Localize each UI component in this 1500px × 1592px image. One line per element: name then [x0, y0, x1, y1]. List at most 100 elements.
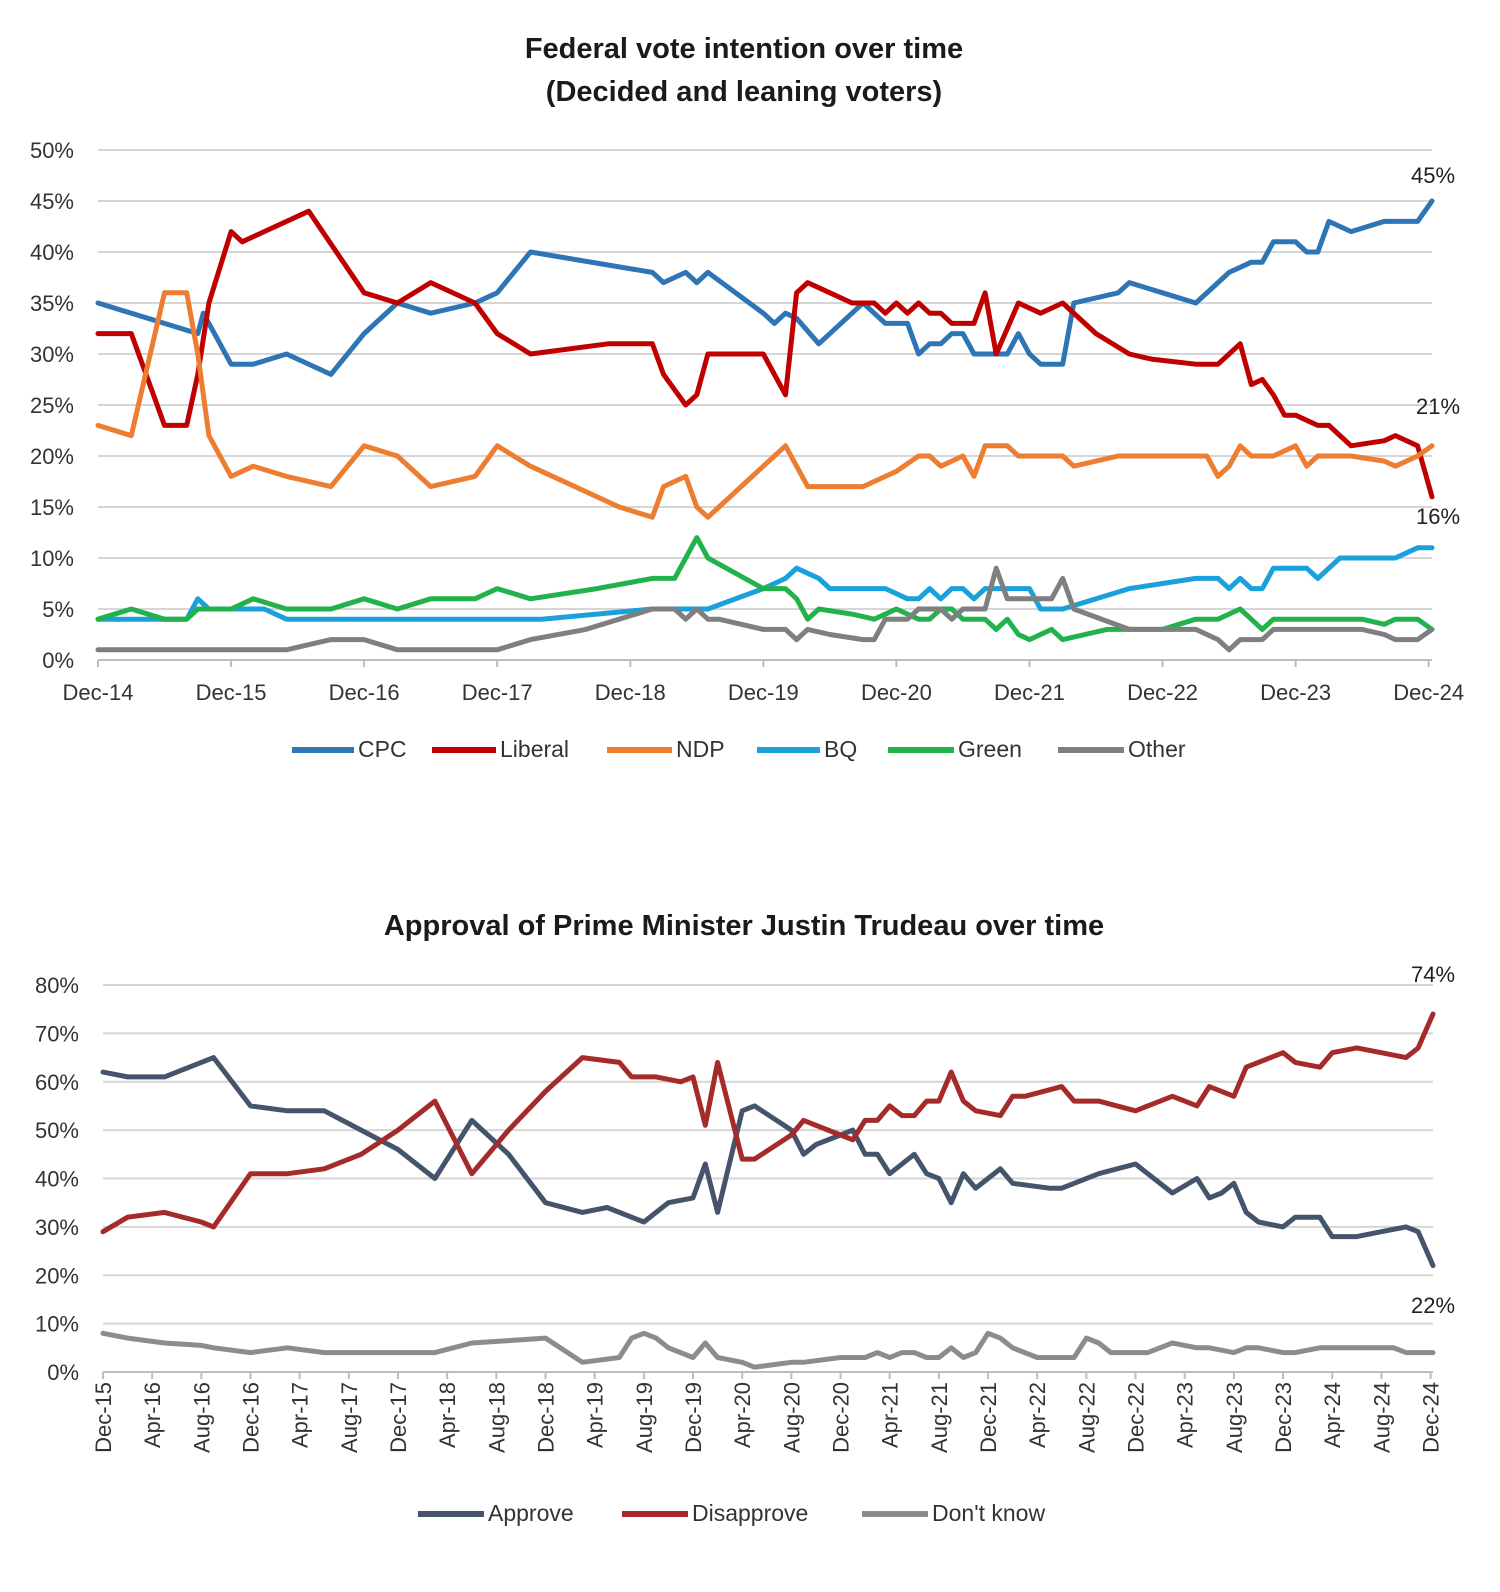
x-tick-label: Dec-24: [1393, 680, 1464, 705]
legend-label: Other: [1128, 736, 1186, 762]
legend-item-green: Green: [888, 736, 1022, 762]
legend-label: Disapprove: [692, 1500, 808, 1526]
y-tick-label: 30%: [30, 342, 74, 367]
x-tick-label: Dec-16: [239, 1382, 264, 1453]
x-tick-label: Aug-19: [632, 1382, 657, 1453]
legend-item-disapprove: Disapprove: [622, 1500, 808, 1526]
x-tick-label: Dec-17: [462, 680, 533, 705]
y-tick-label: 50%: [35, 1118, 79, 1143]
legend-label: Liberal: [500, 736, 569, 762]
y-tick-label: 5%: [42, 597, 74, 622]
series-line-cpc: [95, 198, 1435, 377]
y-tick-label: 30%: [35, 1215, 79, 1240]
x-tick-label: Dec-24: [1419, 1382, 1444, 1453]
y-tick-label: 20%: [30, 444, 74, 469]
y-tick-label: 35%: [30, 291, 74, 316]
x-tick-label: Dec-23: [1260, 680, 1331, 705]
approval-chart: Approval of Prime Minister Justin Trudea…: [35, 910, 1455, 1526]
x-tick-label: Dec-14: [63, 680, 134, 705]
x-tick-label: Aug-17: [337, 1382, 362, 1453]
legend-label: Green: [958, 736, 1022, 762]
legend-item-cpc: CPC: [292, 736, 407, 762]
series-line-green: [95, 535, 1435, 643]
x-tick-label: Dec-22: [1127, 680, 1198, 705]
x-tick-label: Apr-16: [140, 1382, 165, 1448]
end-label-liberal: 16%: [1416, 504, 1460, 529]
chart-subtitle: (Decided and leaning voters): [546, 76, 942, 108]
y-tick-label: 60%: [35, 1070, 79, 1095]
x-tick-label: Dec-19: [728, 680, 799, 705]
vote-intention-chart: Federal vote intention over time (Decide…: [30, 33, 1464, 762]
x-tick-label: Aug-24: [1369, 1382, 1394, 1453]
x-tick-label: Apr-19: [583, 1382, 608, 1448]
y-axis-ticks: 0% 5% 10% 15% 20% 25% 30% 35% 40% 45% 50%: [30, 138, 74, 673]
end-label-ndp: 21%: [1416, 394, 1460, 419]
x-tick-label: Dec-16: [329, 680, 400, 705]
x-tick-label: Aug-21: [927, 1382, 952, 1453]
y-tick-label: 50%: [30, 138, 74, 163]
x-tick-label: Dec-17: [386, 1382, 411, 1453]
end-label-approve: 22%: [1411, 1293, 1455, 1318]
x-tick-label: Apr-21: [878, 1382, 903, 1448]
y-tick-label: 40%: [30, 240, 74, 265]
x-tick-label: Dec-15: [91, 1382, 116, 1453]
legend-item-liberal: Liberal: [432, 736, 569, 762]
x-tick-label: Dec-15: [196, 680, 267, 705]
x-tick-label: Dec-18: [534, 1382, 559, 1453]
y-tick-label: 0%: [42, 648, 74, 673]
x-tick-label: Apr-18: [435, 1382, 460, 1448]
series-line-approve: [100, 1055, 1436, 1269]
y-axis-ticks: 0% 10% 20% 30% 40% 50% 60% 70% 80%: [35, 973, 79, 1385]
y-tick-label: 45%: [30, 189, 74, 214]
legend-item-approve: Approve: [418, 1500, 574, 1526]
x-tick-label: Apr-24: [1320, 1382, 1345, 1448]
y-tick-label: 10%: [35, 1312, 79, 1337]
x-tick-label: Dec-23: [1271, 1382, 1296, 1453]
y-tick-label: 40%: [35, 1167, 79, 1192]
chart-title: Approval of Prime Minister Justin Trudea…: [384, 910, 1104, 942]
x-tick-label: Dec-20: [861, 680, 932, 705]
annotations: 45% 21% 16%: [1411, 163, 1460, 529]
x-tick-label: Dec-21: [976, 1382, 1001, 1453]
x-tick-label: Dec-21: [994, 680, 1065, 705]
series-line-ndp: [95, 290, 1435, 520]
legend: Approve Disapprove Don't know: [418, 1500, 1045, 1526]
end-label-disapprove: 74%: [1411, 962, 1455, 987]
y-tick-label: 25%: [30, 393, 74, 418]
x-tick-label: Dec-19: [681, 1382, 706, 1453]
legend-label: Don't know: [932, 1500, 1045, 1526]
x-tick-label: Aug-22: [1074, 1382, 1099, 1453]
series-line-bq: [95, 545, 1435, 622]
y-tick-label: 10%: [30, 546, 74, 571]
legend-item-ndp: NDP: [607, 736, 725, 762]
series-line-other: [95, 565, 1435, 653]
x-tick-label: Dec-22: [1124, 1382, 1149, 1453]
series-line-don-t-know: [100, 1330, 1436, 1370]
legend-label: BQ: [824, 736, 857, 762]
legend-item-don-t-know: Don't know: [862, 1500, 1045, 1526]
x-tick-label: Apr-20: [730, 1382, 755, 1448]
legend: CPC Liberal NDP BQ Green Other: [292, 736, 1186, 762]
x-axis-ticks: Dec-15 Apr-16 Aug-16 Dec-16 Apr-17 Aug-17 Dec-…: [91, 1372, 1444, 1453]
x-tick-label: Aug-23: [1222, 1382, 1247, 1453]
annotations: 74% 22%: [1411, 962, 1455, 1318]
y-tick-label: 15%: [30, 495, 74, 520]
legend-label: Approve: [488, 1500, 574, 1526]
legend-label: CPC: [358, 736, 407, 762]
x-tick-label: Aug-16: [189, 1382, 214, 1453]
x-tick-label: Apr-22: [1025, 1382, 1050, 1448]
legend-item-bq: BQ: [757, 736, 857, 762]
legend-item-other: Other: [1058, 736, 1186, 762]
x-tick-label: Apr-17: [288, 1382, 313, 1448]
series-line-disapprove: [100, 1011, 1436, 1235]
x-tick-label: Aug-20: [779, 1382, 804, 1453]
end-label-cpc: 45%: [1411, 163, 1455, 188]
grid: [103, 984, 1433, 1373]
x-axis-ticks: Dec-14 Dec-15 Dec-16 Dec-17 Dec-18 Dec-19 Dec-…: [63, 660, 1464, 705]
chart-title: Federal vote intention over time: [525, 33, 963, 65]
series-line-liberal: [95, 208, 1435, 500]
y-tick-label: 20%: [35, 1263, 79, 1288]
x-tick-label: Aug-18: [484, 1382, 509, 1453]
y-tick-label: 80%: [35, 973, 79, 998]
series-lines: [95, 198, 1435, 653]
